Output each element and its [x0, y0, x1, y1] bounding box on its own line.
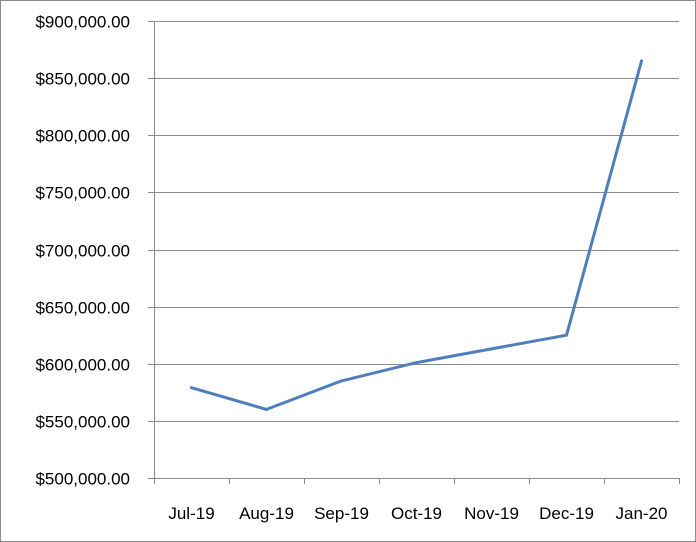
gridlines [148, 21, 679, 422]
y-tick-label: $900,000.00 [35, 13, 130, 32]
data-point [415, 361, 418, 365]
y-tick-label: $650,000.00 [35, 299, 130, 318]
x-tick-label: Nov-19 [464, 504, 519, 523]
y-tick-label: $800,000.00 [35, 127, 130, 146]
data-point [265, 407, 268, 411]
y-tick-label: $700,000.00 [35, 242, 130, 261]
x-tick-label: Oct-19 [391, 504, 442, 523]
series-line [190, 59, 643, 411]
y-axis-tick-labels: $500,000.00 $550,000.00 $600,000.00 $650,00… [35, 13, 130, 489]
y-tick-label: $850,000.00 [35, 70, 130, 89]
x-tick-label: Jan-20 [616, 504, 668, 523]
data-point [340, 379, 343, 383]
x-tick-label: Jul-19 [168, 504, 214, 523]
axes [148, 21, 680, 484]
data-point [490, 347, 493, 351]
x-tick-label: Aug-19 [239, 504, 294, 523]
data-point [565, 333, 568, 337]
data-point [190, 386, 193, 390]
y-tick-label: $750,000.00 [35, 184, 130, 203]
x-tick-label: Dec-19 [539, 504, 594, 523]
x-axis-tick-labels: Jul-19 Aug-19 Sep-19 Oct-19 Nov-19 Dec-19 Jan-… [168, 504, 667, 523]
data-point [640, 59, 643, 63]
y-tick-label: $550,000.00 [35, 413, 130, 432]
y-tick-label: $600,000.00 [35, 356, 130, 375]
series-layer [190, 59, 643, 411]
y-tick-label: $500,000.00 [35, 470, 130, 489]
x-tick-label: Sep-19 [314, 504, 369, 523]
